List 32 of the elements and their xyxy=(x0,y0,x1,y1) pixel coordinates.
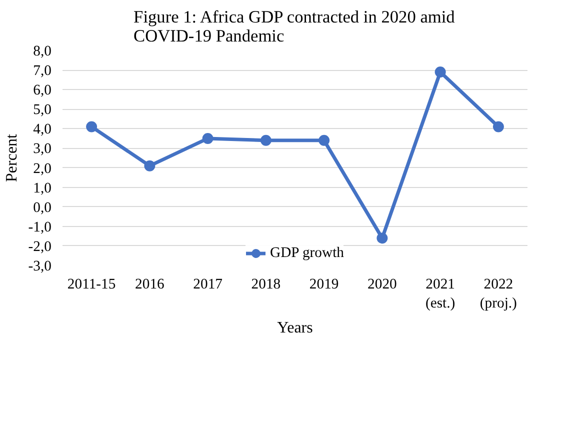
point xyxy=(492,121,504,132)
x-tick-label: 2017 xyxy=(193,276,222,292)
point xyxy=(260,134,272,146)
point xyxy=(144,160,156,172)
y-tick-label: 5,0 xyxy=(33,102,52,118)
x-tick-label: 2011-15 xyxy=(67,276,116,292)
y-tick-label: 6,0 xyxy=(33,82,52,99)
x-tick-label: 2020 xyxy=(368,276,397,292)
chart-title: Figure 1: Africa GDP contracted in 2020 amid COVID-19 Pandemic xyxy=(134,8,456,46)
y-tick-label: 4,0 xyxy=(33,122,52,138)
y-axis-title: Percent xyxy=(3,133,20,182)
y-tick-label: 1,0 xyxy=(33,180,52,196)
point xyxy=(376,232,388,244)
x-tick-label: 2016 xyxy=(135,276,164,292)
y-tick-label: -2,0 xyxy=(28,238,52,255)
y-tick-label: 7,0 xyxy=(33,63,52,80)
y-tick-label: 0,0 xyxy=(33,200,52,216)
x-axis-title: Years xyxy=(277,320,313,337)
y-tick-label: -3,0 xyxy=(28,258,52,274)
x-tick-label: 2022 (proj.) xyxy=(480,276,518,312)
point xyxy=(318,134,330,146)
y-tick-label: 8,0 xyxy=(33,44,52,60)
x-tick-label: 2021 (est.) xyxy=(425,276,456,312)
y-tick-label: 2,0 xyxy=(33,160,52,177)
y-tick-label: -1,0 xyxy=(28,219,52,236)
legend-label: GDP growth xyxy=(270,244,344,262)
x-tick-label: 2018 xyxy=(251,276,281,292)
y-tick-label: 3,0 xyxy=(33,141,52,158)
point xyxy=(86,121,98,132)
point xyxy=(434,66,446,78)
x-tick-label: 2019 xyxy=(309,276,339,292)
point xyxy=(202,132,214,144)
